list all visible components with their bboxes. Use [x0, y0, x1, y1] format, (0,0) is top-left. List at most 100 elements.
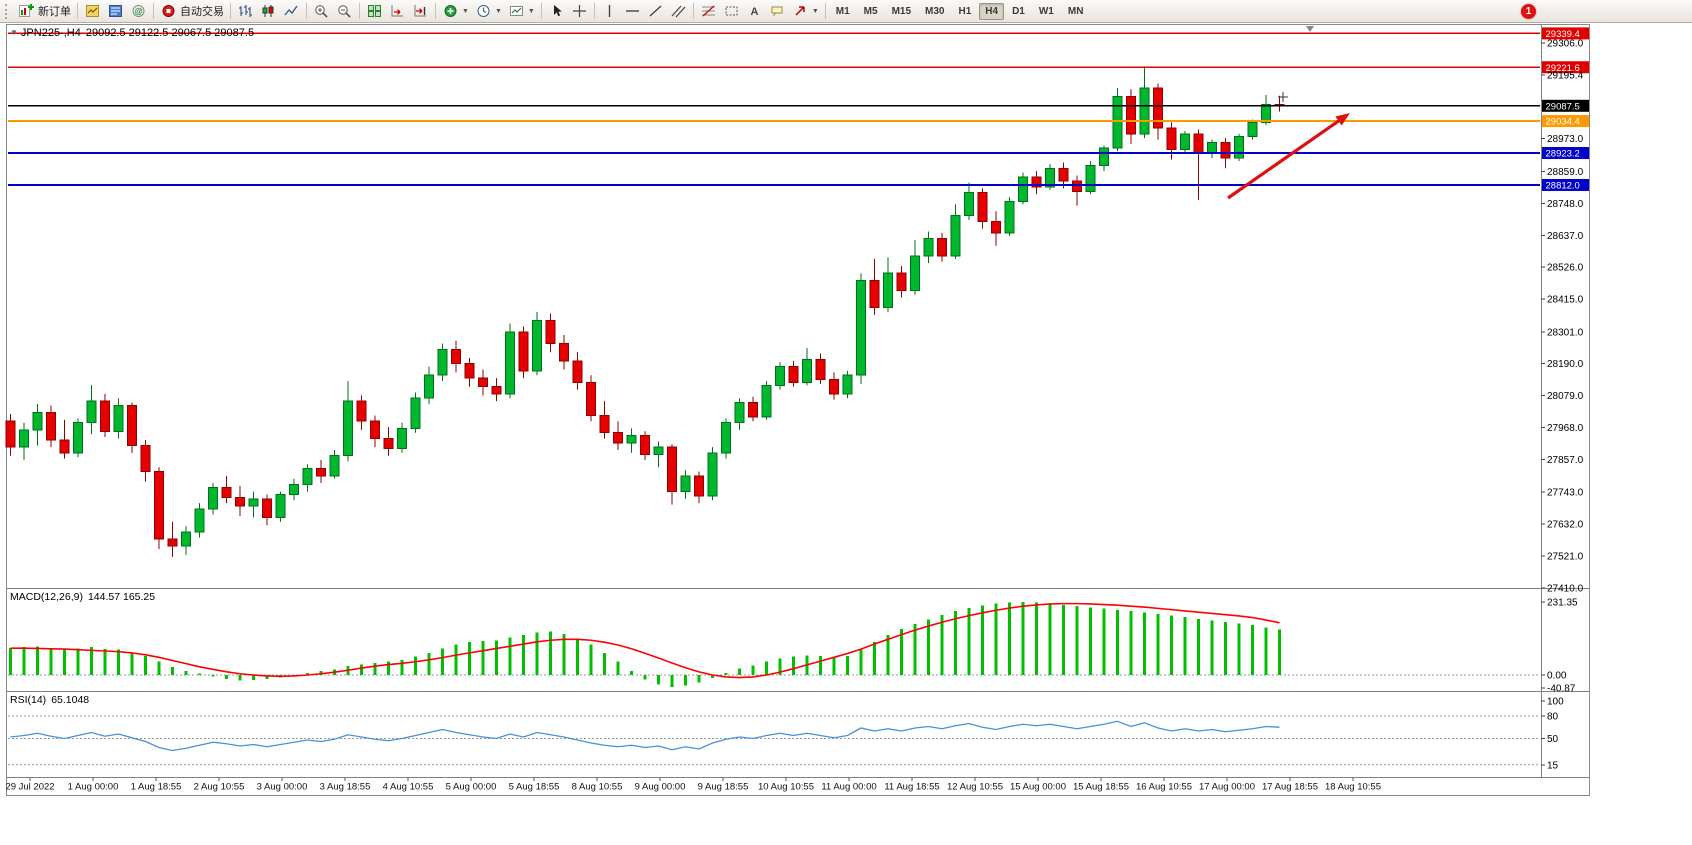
- navigator-button[interactable]: @: [127, 2, 150, 21]
- time-axis[interactable]: 29 Jul 2022 1 Aug 00:00 1 Aug 18:55 2 Aug 1…: [5, 777, 1381, 793]
- macd-tick-label: -40.87: [1547, 683, 1576, 694]
- zoom-out-icon: [336, 3, 353, 19]
- horizontal-line-button[interactable]: [621, 2, 644, 21]
- time-tick-label: 5 Aug 00:00: [446, 782, 497, 793]
- time-tick-label: 10 Aug 10:55: [758, 782, 814, 793]
- toolbar-grip[interactable]: [5, 3, 11, 19]
- macd-histogram-bar: [1008, 602, 1011, 675]
- new-order-button[interactable]: 新订单: [15, 2, 74, 21]
- periods-button[interactable]: ▼: [472, 2, 505, 21]
- crosshair-icon: [571, 3, 588, 19]
- main-toolbar: 新订单 @ 自动交易: [0, 0, 1692, 23]
- macd-histogram-bar: [198, 673, 201, 675]
- arrow-styles-button[interactable]: ▼: [789, 2, 822, 21]
- macd-histogram-bar: [1062, 604, 1065, 675]
- zoom-in-button[interactable]: [310, 2, 333, 21]
- line-chart-button[interactable]: [280, 2, 303, 21]
- text-label-button[interactable]: [766, 2, 789, 21]
- macd-histogram-bar: [1264, 627, 1268, 675]
- macd-histogram-bar: [751, 665, 755, 675]
- chart-window-border: [6, 24, 1590, 796]
- rsi-panel[interactable]: 100 80 50 15: [8, 697, 1564, 772]
- data-window-button[interactable]: [104, 2, 127, 21]
- macd-histogram-bar: [670, 675, 674, 688]
- macd-histogram-bar: [495, 640, 498, 675]
- macd-histogram-bar: [697, 675, 701, 683]
- time-tick-label: 1 Aug 00:00: [68, 782, 119, 793]
- macd-histogram-bar: [508, 637, 512, 675]
- macd-histogram-bar: [130, 652, 134, 675]
- time-tick-label: 18 Aug 10:55: [1325, 782, 1381, 793]
- price-tick-label: 28190.0: [1547, 359, 1584, 370]
- autotrading-button[interactable]: 自动交易: [157, 2, 227, 21]
- macd-histogram-bar: [819, 656, 822, 675]
- text-button[interactable]: A: [743, 2, 766, 21]
- price-tick-label: 27968.0: [1547, 423, 1584, 434]
- macd-histogram-bar: [265, 675, 269, 679]
- price-tick-label: 27857.0: [1547, 455, 1584, 466]
- shapes-button[interactable]: [720, 2, 743, 21]
- templates-button[interactable]: ▼: [505, 2, 538, 21]
- macd-histogram-bar: [778, 658, 782, 675]
- macd-panel[interactable]: 231.35 0.00-40.87: [8, 597, 1578, 694]
- cursor-icon: [548, 3, 565, 19]
- trendline-button[interactable]: [644, 2, 667, 21]
- price-level-badge-text: 29034.4: [1546, 117, 1580, 128]
- toolbar-separator: [435, 3, 436, 19]
- auto-scroll-button[interactable]: [386, 2, 409, 21]
- indicators-button[interactable]: ▼: [439, 2, 472, 21]
- macd-histogram-bar: [360, 664, 363, 675]
- macd-histogram-bar: [859, 649, 863, 675]
- tile-windows-button[interactable]: [363, 2, 386, 21]
- macd-histogram-bar: [373, 662, 377, 675]
- cursor-button[interactable]: [545, 2, 568, 21]
- candlestick-chart-button[interactable]: [257, 2, 280, 21]
- macd-histogram-bar: [724, 673, 728, 675]
- rsi-line: [10, 720, 1280, 752]
- macd-histogram-bar: [441, 648, 444, 675]
- zoom-out-button[interactable]: [333, 2, 356, 21]
- timeframe-mn-button[interactable]: MN: [1067, 5, 1084, 17]
- chart-shift-button[interactable]: [409, 2, 432, 21]
- chart-shift-marker[interactable]: [1306, 26, 1314, 32]
- price-tick-label: 28973.0: [1547, 134, 1584, 145]
- time-tick-label: 3 Aug 18:55: [320, 782, 371, 793]
- timeframe-m30-button[interactable]: M30: [925, 5, 945, 17]
- vertical-line-button[interactable]: [598, 2, 621, 21]
- market-watch-button[interactable]: [81, 2, 104, 21]
- timeframe-m5-button[interactable]: M5: [863, 5, 878, 17]
- trendline-icon: [647, 3, 664, 19]
- crosshair-button[interactable]: [568, 2, 591, 21]
- channel-button[interactable]: [667, 2, 690, 21]
- time-tick-label: 11 Aug 18:55: [884, 782, 939, 793]
- macd-histogram-bar: [103, 648, 107, 675]
- price-level-badge: [1542, 147, 1589, 160]
- timeframe-d1-button[interactable]: D1: [1012, 5, 1025, 17]
- timeframe-h4-button[interactable]: H4: [979, 2, 1005, 20]
- notification-badge[interactable]: 1: [1521, 3, 1536, 19]
- timeframe-m15-button[interactable]: M15: [891, 5, 912, 17]
- macd-histogram-bar: [468, 642, 471, 675]
- macd-histogram-bar: [954, 611, 957, 675]
- timeframe-h1-button[interactable]: H1: [958, 5, 972, 17]
- toolbar-separator: [692, 3, 694, 19]
- macd-histogram-bar: [1116, 609, 1119, 675]
- red-arrow-annotation[interactable]: [1227, 113, 1350, 200]
- zoom-in-icon: [313, 3, 330, 19]
- macd-histogram-bar: [454, 644, 458, 675]
- fibonacci-button[interactable]: [697, 2, 720, 21]
- timeframe-w1-button[interactable]: W1: [1038, 5, 1054, 17]
- macd-histogram-bar: [711, 675, 714, 679]
- timeframe-m1-button[interactable]: M1: [835, 5, 850, 17]
- candlestick-series: [5, 66, 1285, 557]
- macd-histogram-bar: [171, 667, 174, 675]
- macd-histogram-bar: [522, 635, 525, 675]
- dropdown-caret-icon: ▼: [811, 7, 819, 15]
- time-tick-label: 29 Jul 2022: [5, 782, 54, 793]
- macd-histogram-bar: [738, 668, 741, 675]
- navigator-icon: @: [130, 3, 147, 19]
- price-tick-label: 28301.0: [1547, 327, 1584, 338]
- bar-chart-button[interactable]: [234, 2, 257, 21]
- time-tick-label: 17 Aug 00:00: [1199, 782, 1255, 793]
